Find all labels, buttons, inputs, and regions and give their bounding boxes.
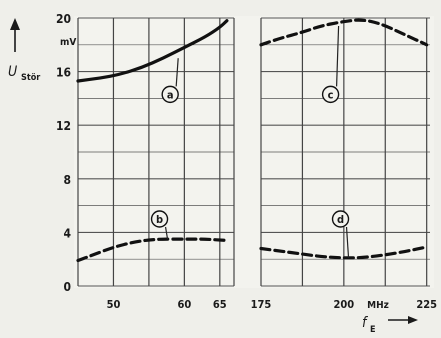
x-axis-label: f bbox=[362, 315, 369, 331]
series-label-circle bbox=[161, 85, 179, 104]
series-label-leader bbox=[335, 26, 340, 87]
series-label: b bbox=[156, 213, 163, 226]
x-unit-label: MHz bbox=[367, 300, 389, 311]
series-label-circle bbox=[331, 210, 350, 228]
series-curve-b bbox=[76, 237, 229, 263]
y-tick-label: 20 bbox=[56, 12, 71, 26]
x-tick-label: 50 bbox=[107, 298, 121, 311]
y-axis-label: U bbox=[8, 64, 17, 80]
series-curve-c bbox=[259, 18, 429, 47]
series-label-circle bbox=[321, 85, 340, 104]
x-tick-label: 65 bbox=[213, 298, 227, 311]
series-label: d bbox=[337, 213, 344, 226]
y-axis-label-subscript: Stör bbox=[21, 73, 40, 83]
y-axis-arrow-head bbox=[10, 18, 20, 30]
y-tick-label: 0 bbox=[63, 280, 71, 294]
series-label: a bbox=[167, 88, 174, 101]
y-tick-label: 16 bbox=[56, 66, 71, 80]
series-label-leader bbox=[164, 226, 169, 240]
x-tick-label: 200 bbox=[334, 298, 355, 311]
y-tick-label: 8 bbox=[63, 173, 71, 187]
x-tick-label: 60 bbox=[177, 298, 191, 311]
y-tick-label: 12 bbox=[56, 119, 71, 133]
series-curve-d bbox=[259, 245, 429, 260]
x-tick-label: 225 bbox=[416, 298, 437, 311]
y-unit-label: mV bbox=[60, 37, 76, 48]
x-axis-arrow-head bbox=[408, 316, 418, 324]
x-axis-label-subscript: E bbox=[370, 325, 376, 334]
series-label-circle bbox=[150, 210, 169, 228]
series-label-leader bbox=[175, 58, 179, 87]
series-label: c bbox=[328, 88, 334, 101]
series-label-leader bbox=[345, 226, 350, 258]
x-tick-label: 175 bbox=[251, 298, 272, 311]
y-tick-label: 4 bbox=[63, 226, 71, 240]
series-curve-a bbox=[76, 19, 229, 83]
